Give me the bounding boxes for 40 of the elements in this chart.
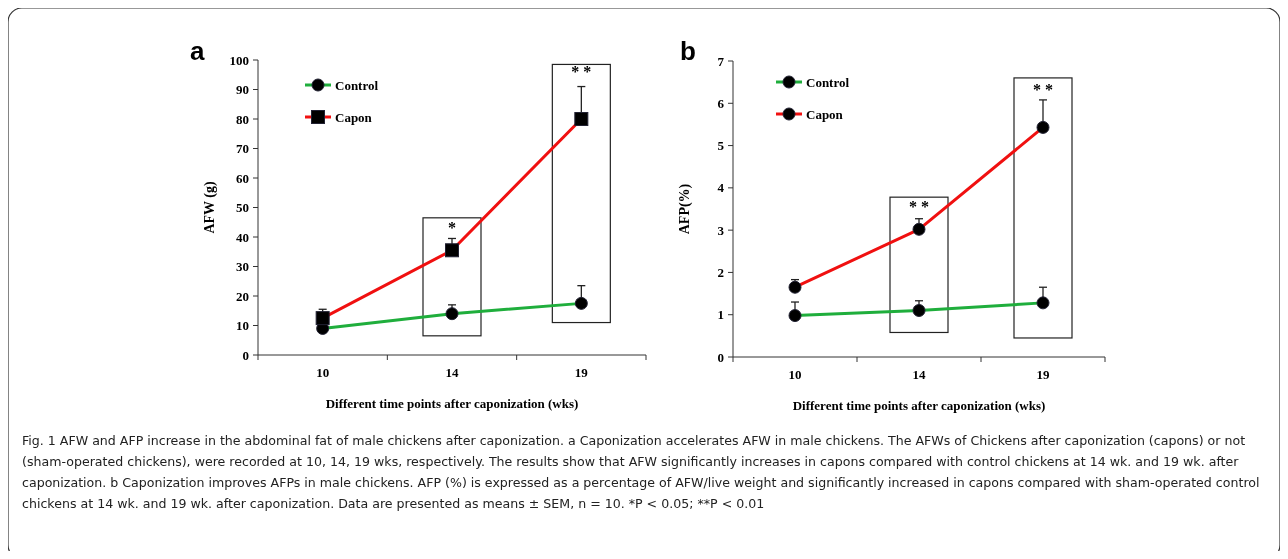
legend-label: Control	[806, 74, 850, 90]
x-tick-label: 14	[912, 367, 926, 382]
y-tick-label: 0	[242, 347, 249, 363]
y-tick-label: 5	[717, 138, 725, 154]
legend-label: Capon	[335, 109, 373, 125]
y-axis-title: AFP(%)	[677, 183, 693, 235]
x-tick-label: 19	[574, 365, 589, 380]
legend-label: Capon	[806, 106, 844, 122]
y-tick-label: 90	[236, 82, 249, 98]
x-tick-label: 10	[788, 367, 802, 382]
y-tick-label: 6	[717, 95, 725, 111]
y-tick-label: 60	[236, 170, 249, 186]
x-axis-title: Different time points after caponization (wks)	[325, 396, 579, 411]
y-tick-label: 4	[717, 180, 725, 196]
y-tick-label: 80	[236, 111, 249, 127]
y-tick-label: 100	[229, 52, 249, 68]
y-tick-label: 10	[236, 318, 249, 334]
x-tick-label: 14	[445, 365, 459, 380]
x-axis-title: Different time points after caponization (wks)	[792, 398, 1046, 413]
x-tick-label: 19	[1036, 367, 1050, 382]
y-tick-label: 30	[236, 259, 249, 275]
annotation: *	[448, 218, 456, 236]
annotation: * *	[909, 197, 929, 215]
y-tick-label: 0	[717, 349, 724, 365]
caption: Fig. 1 AFW and AFP increase in the abdominal fat of male chickens after caponization. a Caponization accelerates AFW in male chickens. The AFWs of Chickens after caponization (capons) or not (sham-operated chickens), were recorded at 10, 14, 19 wks, respectively. The results show that AFW significantly increases in capons compared with control chickens at 14 wk. and 19 wk. after caponization. b Caponization improves AFPs in male chickens. AFP (%) is expressed as a percentage of AFW/live weight and significantly increased in capons compared with sham-operated control chickens at 14 wk. and 19 wk. after caponization. Data are presented as means ± SEM, n = 10. *P < 0.05; **P < 0.01	[22, 432, 1261, 513]
legend-label: Control	[335, 77, 379, 93]
y-tick-label: 2	[717, 264, 724, 280]
y-tick-label: 3	[717, 222, 725, 238]
annotation: * *	[571, 62, 592, 80]
y-tick-label: 70	[236, 141, 249, 157]
x-tick-label: 10	[316, 365, 330, 380]
annotation: * *	[1033, 81, 1053, 99]
y-tick-label: 50	[236, 200, 249, 216]
y-tick-label: 20	[236, 288, 249, 304]
y-tick-label: 40	[236, 229, 249, 245]
y-tick-label: 1	[717, 307, 724, 323]
y-axis-title: AFW (g)	[202, 181, 218, 234]
chart-title: a	[190, 36, 205, 66]
y-tick-label: 7	[717, 53, 725, 69]
chart-title: b	[680, 36, 696, 66]
